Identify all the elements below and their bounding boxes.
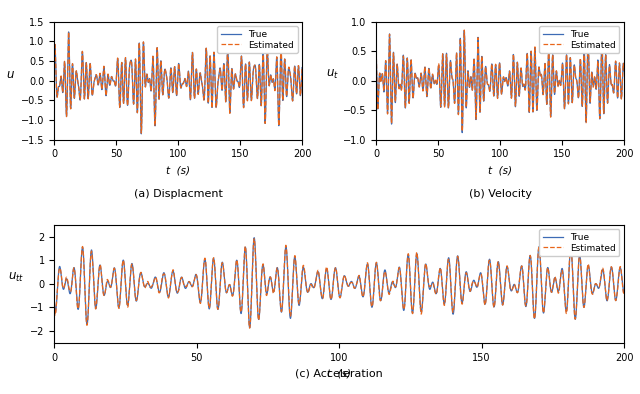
Y-axis label: $u_{tt}$: $u_{tt}$ xyxy=(8,271,24,284)
Text: (a) Displacment: (a) Displacment xyxy=(134,189,223,199)
True xyxy=(600,106,608,110)
Estimated xyxy=(552,69,560,73)
Line: True: True xyxy=(376,30,624,133)
True xyxy=(372,56,380,60)
Line: True: True xyxy=(54,32,302,134)
True xyxy=(458,130,466,135)
X-axis label: t  (s): t (s) xyxy=(488,165,512,175)
Estimated xyxy=(291,64,298,69)
Estimated xyxy=(65,30,72,34)
True xyxy=(168,85,176,89)
True xyxy=(290,259,298,264)
True xyxy=(477,99,484,104)
Estimated xyxy=(157,61,164,65)
True xyxy=(230,79,238,84)
True xyxy=(321,273,329,278)
True xyxy=(138,132,145,136)
True xyxy=(250,235,258,240)
Estimated xyxy=(612,74,620,78)
Estimated xyxy=(51,49,58,54)
Estimated xyxy=(278,85,286,90)
True xyxy=(298,65,306,70)
Legend: True, Estimated: True, Estimated xyxy=(540,26,620,53)
Text: (c) Acceleration: (c) Acceleration xyxy=(295,369,383,379)
Estimated xyxy=(477,98,484,103)
True xyxy=(51,299,58,304)
Legend: True, Estimated: True, Estimated xyxy=(540,229,620,256)
Estimated xyxy=(230,79,238,84)
Estimated xyxy=(298,65,306,70)
Estimated xyxy=(372,55,380,59)
True xyxy=(65,30,72,34)
Estimated xyxy=(246,326,253,331)
Estimated xyxy=(155,90,163,95)
True xyxy=(246,325,253,330)
Line: Estimated: Estimated xyxy=(54,32,302,133)
Estimated xyxy=(479,66,486,71)
Y-axis label: $u_t$: $u_t$ xyxy=(326,68,339,81)
Estimated xyxy=(138,131,145,136)
Line: True: True xyxy=(54,238,624,328)
X-axis label: t  (s): t (s) xyxy=(166,165,190,175)
True xyxy=(157,61,164,66)
Estimated xyxy=(490,91,498,95)
True xyxy=(603,298,611,303)
Estimated xyxy=(51,301,58,306)
Estimated xyxy=(290,260,298,265)
True xyxy=(155,90,163,95)
Estimated xyxy=(603,298,611,303)
True xyxy=(575,264,582,269)
True xyxy=(465,282,472,286)
Estimated xyxy=(600,105,608,110)
True xyxy=(51,50,58,54)
True xyxy=(612,74,620,78)
True xyxy=(620,289,628,294)
Estimated xyxy=(620,69,628,73)
Estimated xyxy=(460,28,468,32)
Estimated xyxy=(168,85,176,89)
True xyxy=(620,69,628,73)
Y-axis label: $u$: $u$ xyxy=(6,68,15,81)
Estimated xyxy=(465,282,472,286)
Estimated xyxy=(620,289,628,294)
Legend: True, Estimated: True, Estimated xyxy=(218,26,298,53)
Estimated xyxy=(294,300,302,305)
Estimated xyxy=(575,264,582,269)
Line: Estimated: Estimated xyxy=(376,30,624,131)
True xyxy=(278,86,286,91)
Estimated xyxy=(321,272,329,277)
Line: Estimated: Estimated xyxy=(54,239,624,328)
Text: (b) Velocity: (b) Velocity xyxy=(468,189,532,199)
X-axis label: t  (s): t (s) xyxy=(327,368,351,378)
True xyxy=(490,91,498,96)
True xyxy=(460,28,468,33)
Estimated xyxy=(458,129,466,134)
True xyxy=(291,64,298,69)
True xyxy=(552,69,560,73)
Estimated xyxy=(250,236,258,241)
True xyxy=(479,67,486,71)
True xyxy=(294,301,302,306)
